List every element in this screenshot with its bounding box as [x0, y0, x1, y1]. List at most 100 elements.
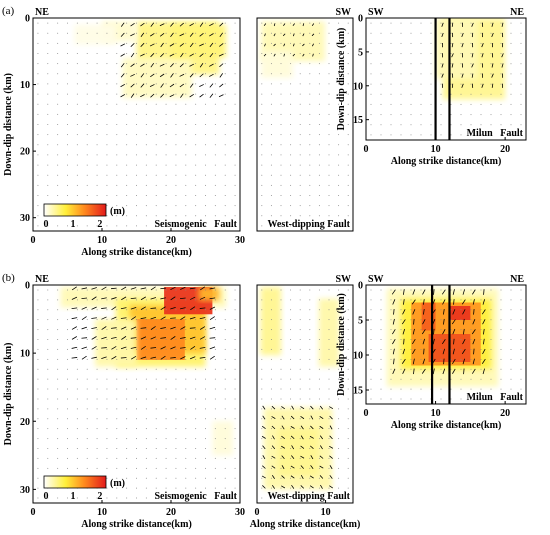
slip-vector — [130, 287, 137, 290]
grid-dot — [309, 448, 311, 449]
grid-dot — [195, 42, 197, 44]
slip-vector — [462, 358, 465, 365]
grid-dot — [224, 32, 226, 34]
grid-dot — [224, 457, 226, 459]
grid-dot — [234, 497, 236, 499]
grid-dot — [165, 63, 167, 65]
grid-dot — [76, 134, 78, 136]
grid-dot — [47, 154, 49, 156]
grid-dot — [510, 63, 512, 65]
grid-dot — [136, 438, 137, 440]
grid-dot — [165, 42, 167, 44]
colorbar-tick-label: 1 — [70, 491, 75, 502]
grid-dot — [430, 103, 432, 105]
grid-dot — [390, 32, 392, 34]
slip-vector — [481, 358, 486, 364]
slip-vector — [320, 484, 323, 489]
grid-dot — [47, 53, 49, 54]
grid-dot — [280, 329, 282, 331]
grid-dot — [37, 225, 39, 227]
grid-dot — [175, 309, 177, 311]
grid-dot — [155, 398, 157, 400]
grid-dot — [145, 113, 147, 115]
grid-dot — [270, 448, 272, 449]
grid-dot — [261, 497, 263, 499]
grid-dot — [96, 32, 98, 34]
grid-dot — [76, 93, 78, 95]
grid-dot — [480, 124, 482, 126]
grid-dot — [76, 408, 78, 410]
grid-dot — [224, 348, 226, 350]
slip-vector — [91, 346, 97, 350]
grid-dot — [290, 63, 292, 65]
grid-dot — [470, 93, 472, 95]
x-tick-label: 0 — [31, 235, 36, 246]
grid-dot — [328, 93, 330, 95]
grid-dot — [318, 164, 320, 166]
grid-dot — [67, 348, 68, 350]
grid-dot — [224, 448, 226, 449]
grid-dot — [270, 497, 272, 499]
grid-dot — [86, 83, 88, 85]
slip-vector — [262, 485, 266, 489]
slip-vector — [273, 53, 276, 57]
grid-dot — [116, 164, 118, 166]
grid-dot — [328, 448, 330, 449]
grid-dot — [370, 53, 372, 55]
grid-dot — [318, 93, 320, 95]
slip-vector — [189, 73, 194, 78]
grid-dot — [410, 398, 412, 400]
slip-vector — [101, 286, 107, 291]
slip-vector — [401, 319, 406, 325]
grid-dot — [460, 124, 462, 126]
slip-vector — [291, 455, 295, 460]
grid-dot — [290, 299, 292, 301]
slip-patch — [318, 298, 340, 367]
grid-dot — [380, 124, 382, 126]
grid-dot — [430, 42, 432, 44]
grid-dot — [126, 487, 128, 489]
grid-dot — [205, 497, 206, 499]
grid-dot — [328, 164, 330, 166]
grid-dot — [175, 73, 177, 75]
grid-dot — [234, 477, 236, 479]
grid-dot — [214, 467, 216, 469]
slip-vector — [271, 465, 276, 469]
grid-dot — [318, 42, 320, 44]
grid-dot — [347, 103, 349, 105]
grid-dot — [480, 134, 482, 136]
grid-dot — [67, 184, 68, 186]
grid-dot — [328, 398, 330, 400]
slip-vector — [169, 83, 175, 88]
grid-dot — [261, 134, 263, 136]
grid-dot — [520, 319, 522, 321]
grid-dot — [185, 497, 187, 499]
slip-vector — [262, 455, 266, 460]
grid-dot — [299, 408, 301, 410]
grid-dot — [261, 299, 263, 301]
slip-vector — [180, 286, 186, 290]
slip-vector — [263, 53, 267, 57]
slip-vector — [101, 356, 107, 360]
grid-dot — [126, 174, 128, 176]
grid-dot — [299, 299, 301, 301]
grid-dot — [400, 22, 402, 24]
grid-dot — [280, 144, 282, 146]
grid-dot — [165, 438, 167, 440]
grid-dot — [47, 398, 49, 400]
grid-dot — [185, 93, 187, 95]
grid-dot — [165, 428, 167, 430]
grid-dot — [47, 83, 49, 85]
slip-vector — [453, 299, 455, 305]
grid-dot — [318, 418, 320, 420]
grid-dot — [290, 113, 292, 115]
grid-dot — [490, 368, 492, 370]
slip-vector — [160, 93, 165, 98]
slip-vector — [199, 93, 204, 98]
grid-dot — [299, 164, 301, 166]
grid-dot — [86, 497, 88, 499]
grid-dot — [309, 53, 311, 54]
grid-dot — [126, 497, 128, 499]
slip-vector — [81, 355, 87, 360]
